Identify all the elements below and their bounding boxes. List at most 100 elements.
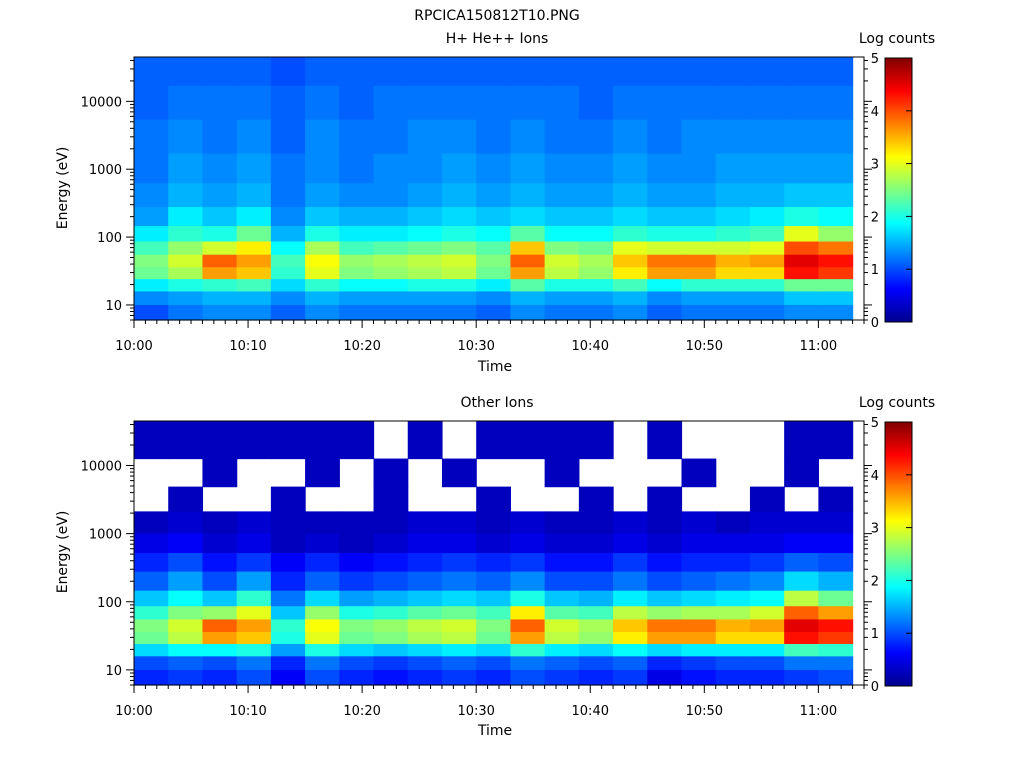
heatmap-cell bbox=[270, 552, 306, 572]
panel-h-he-ions: H+ He++ Ions 10:00 10:10 10:20 10:30 10:40 10… bbox=[55, 31, 935, 375]
colorbar-ticks: 0 1 2 3 4 5 bbox=[871, 52, 912, 331]
heatmap-cell bbox=[305, 511, 340, 534]
heatmap-cell bbox=[476, 290, 512, 305]
heatmap-cell bbox=[544, 290, 580, 305]
heatmap-cell bbox=[544, 605, 580, 620]
heatmap-cell bbox=[544, 225, 580, 242]
heatmap-cell bbox=[544, 590, 580, 607]
heatmap-cell bbox=[202, 643, 238, 657]
heatmap-cell bbox=[715, 240, 751, 255]
heatmap-cell bbox=[647, 643, 683, 657]
heatmap-cell bbox=[681, 266, 717, 280]
heatmap-cell bbox=[339, 85, 375, 120]
heatmap-cell bbox=[407, 605, 443, 620]
heatmap-cell bbox=[544, 57, 580, 86]
heatmap-cell bbox=[270, 254, 306, 268]
heatmap-cell bbox=[681, 85, 717, 120]
heatmap-cell bbox=[647, 655, 683, 670]
heatmap-cell bbox=[818, 421, 854, 460]
heatmap-cell bbox=[476, 669, 512, 686]
heatmap-cell bbox=[407, 225, 443, 242]
heatmap-cell bbox=[441, 266, 477, 280]
heatmap-cell bbox=[236, 552, 272, 572]
heatmap-cell bbox=[818, 85, 854, 120]
heatmap-cell bbox=[681, 571, 717, 591]
heatmap-cell bbox=[236, 290, 272, 305]
x-tick-label: 10:00 bbox=[115, 704, 152, 719]
heatmap-cell bbox=[715, 669, 751, 686]
heatmap-cell bbox=[441, 206, 477, 227]
heatmap-cell bbox=[681, 643, 717, 657]
heatmap-cell bbox=[510, 511, 546, 534]
heatmap-cell bbox=[134, 266, 169, 280]
heatmap-cell bbox=[578, 240, 614, 255]
heatmap-cell bbox=[202, 552, 238, 572]
colorbar: Log counts 0 1 2 3 4 5 bbox=[859, 31, 935, 331]
x-tick-label: 10:10 bbox=[229, 339, 266, 354]
heatmap-cell bbox=[818, 225, 854, 242]
heatmap-cell bbox=[613, 225, 648, 242]
heatmap-cell bbox=[613, 206, 648, 227]
colorbar-tick-label: 4 bbox=[871, 105, 879, 120]
heatmap-cell bbox=[613, 119, 648, 154]
heatmap-cell bbox=[476, 119, 512, 154]
colorbar-tick-label: 4 bbox=[871, 469, 879, 484]
heatmap-cell bbox=[544, 278, 580, 292]
heatmap-cell bbox=[578, 605, 614, 620]
heatmap-cell bbox=[236, 511, 272, 534]
heatmap-cell bbox=[373, 532, 409, 554]
heatmap-cell bbox=[647, 605, 683, 620]
heatmap-cell bbox=[784, 254, 819, 268]
heatmap-cell bbox=[818, 511, 854, 534]
heatmap-cell bbox=[476, 571, 512, 591]
colorbar-tick-label: 0 bbox=[871, 316, 879, 331]
heatmap-cell bbox=[407, 278, 443, 292]
colorbar-tick-label: 5 bbox=[871, 416, 879, 431]
heatmap-cell bbox=[339, 669, 375, 686]
x-tick-label: 10:50 bbox=[686, 704, 723, 719]
heatmap-cell bbox=[305, 571, 340, 591]
heatmap-cell bbox=[373, 240, 409, 255]
heatmap-cell bbox=[715, 631, 751, 644]
heatmap-cell bbox=[441, 57, 477, 86]
heatmap-cell bbox=[407, 57, 443, 86]
heatmap-cell bbox=[613, 278, 648, 292]
heatmap-cell bbox=[681, 590, 717, 607]
heatmap-cell bbox=[339, 655, 375, 670]
heatmap-cell bbox=[476, 552, 512, 572]
heatmap-cell bbox=[373, 304, 409, 321]
heatmap-cell bbox=[202, 153, 238, 184]
heatmap-cell bbox=[784, 240, 819, 255]
heatmap-cell bbox=[544, 552, 580, 572]
colorbar-gradient bbox=[884, 57, 913, 323]
heatmap-cell bbox=[305, 304, 340, 321]
heatmap-cell bbox=[305, 669, 340, 686]
heatmap-cell bbox=[510, 57, 546, 86]
heatmap-cell bbox=[407, 618, 443, 632]
heatmap-cell bbox=[749, 85, 785, 120]
heatmap-cell bbox=[578, 571, 614, 591]
colorbar: Log counts 0 1 2 3 4 5 bbox=[859, 395, 935, 695]
heatmap-cell bbox=[613, 254, 648, 268]
heatmap-cell bbox=[134, 225, 169, 242]
heatmap-cell bbox=[510, 655, 546, 670]
heatmap-cell bbox=[510, 153, 546, 184]
heatmap-cell bbox=[373, 618, 409, 632]
heatmap-cell bbox=[134, 631, 169, 644]
heatmap-cell bbox=[476, 240, 512, 255]
heatmap-cell bbox=[510, 304, 546, 321]
heatmap-cell bbox=[236, 206, 272, 227]
heatmap-cell bbox=[544, 304, 580, 321]
heatmap-cell bbox=[544, 669, 580, 686]
heatmap-cell bbox=[236, 57, 272, 86]
heatmap-cell bbox=[202, 266, 238, 280]
heatmap-cell bbox=[305, 605, 340, 620]
heatmap-cell bbox=[510, 421, 546, 460]
heatmap-cell bbox=[407, 655, 443, 670]
heatmap-cell bbox=[476, 85, 512, 120]
heatmap-cell bbox=[784, 266, 819, 280]
heatmap-cell bbox=[305, 119, 340, 154]
heatmap-cell bbox=[202, 182, 238, 208]
heatmap-cell bbox=[784, 669, 819, 686]
heatmap-cell bbox=[339, 631, 375, 644]
